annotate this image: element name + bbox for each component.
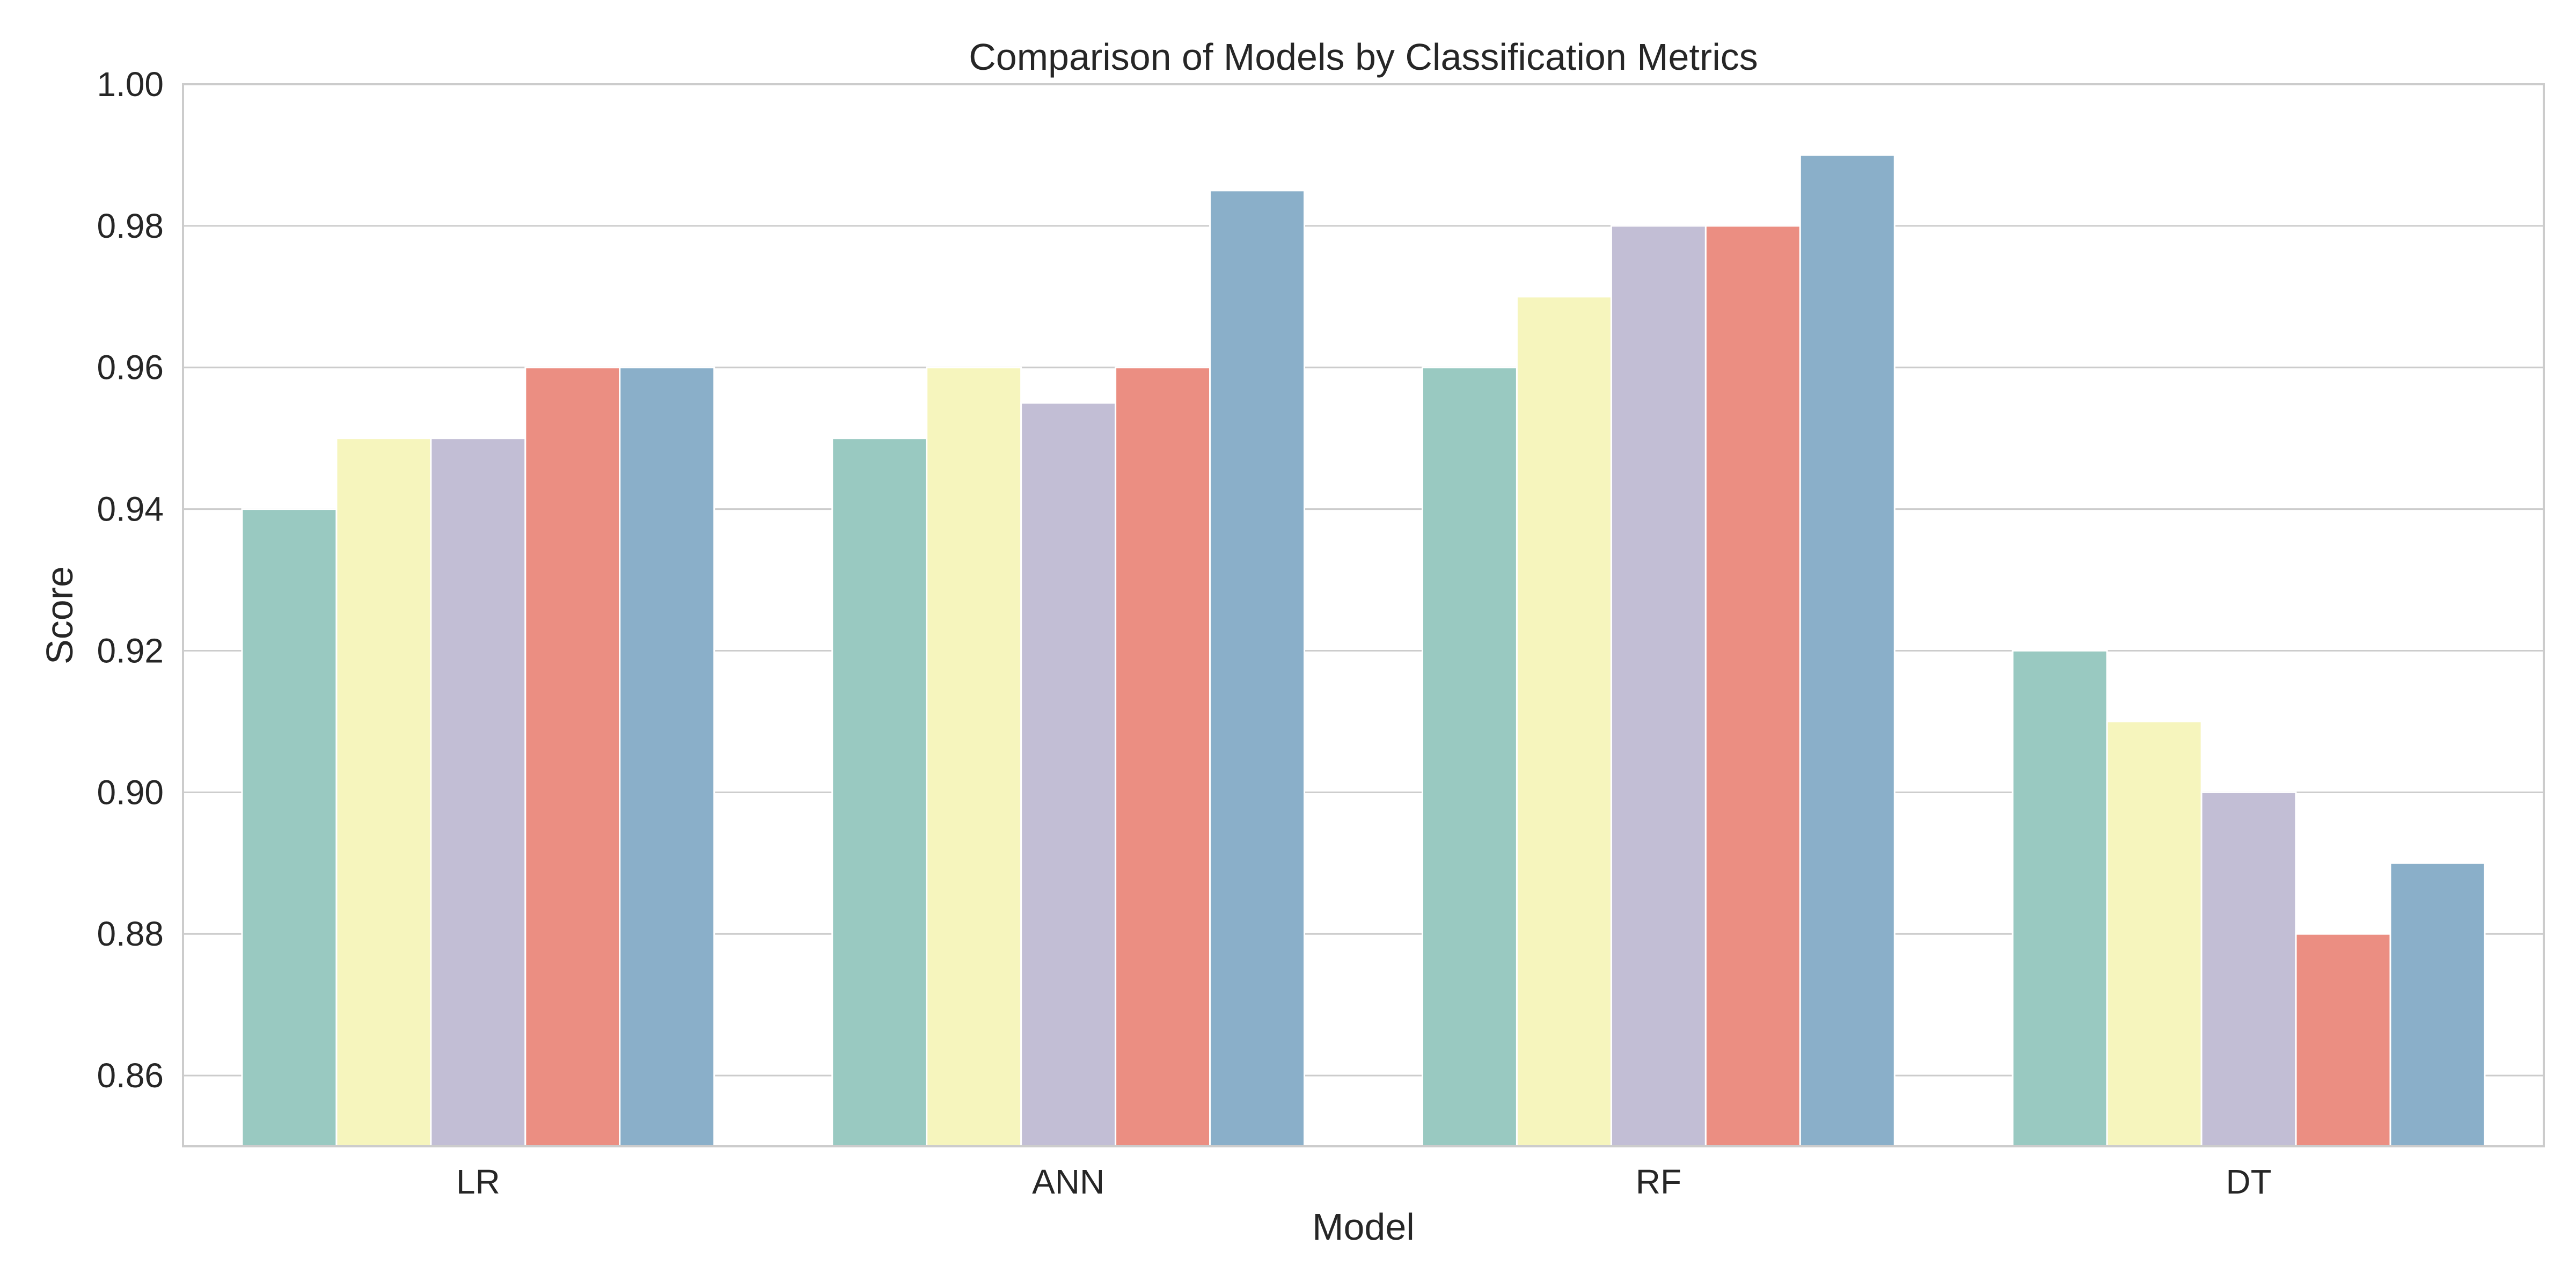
chart-title: Comparison of Models by Classification M…: [969, 36, 1758, 78]
y-tick-label: 0.94: [97, 490, 164, 529]
y-tick-label: 0.86: [97, 1056, 164, 1095]
bar-dt-3: [2200, 791, 2297, 1147]
bar-dt-1: [2011, 649, 2108, 1147]
y-tick-label: 0.96: [97, 348, 164, 387]
bar-ann-2: [926, 367, 1022, 1147]
x-tick-labels: LR ANN RF DT: [456, 1162, 2272, 1201]
bar-lr-3: [430, 437, 526, 1147]
bar-rf-3: [1610, 225, 1707, 1147]
y-tick-label: 1.00: [97, 65, 164, 104]
y-tick-label: 0.88: [97, 914, 164, 953]
bar-rf-1: [1421, 367, 1518, 1147]
bar-rf-2: [1516, 296, 1612, 1147]
bar-lr-2: [335, 437, 432, 1147]
bar-lr-4: [524, 367, 621, 1147]
bar-ann-1: [831, 437, 928, 1147]
bar-dt-5: [2389, 862, 2486, 1147]
bar-dt-2: [2106, 720, 2202, 1147]
bar-dt-4: [2295, 933, 2391, 1147]
bar-ann-3: [1020, 402, 1117, 1147]
x-tick-label: DT: [2226, 1162, 2271, 1201]
x-tick-label: ANN: [1032, 1162, 1104, 1201]
x-axis-label: Model: [1312, 1206, 1415, 1248]
bar-lr-5: [619, 367, 715, 1147]
bar-ann-4: [1115, 367, 1211, 1147]
y-axis-label: Score: [39, 566, 80, 664]
y-tick-label: 0.90: [97, 773, 164, 811]
y-tick-label: 0.98: [97, 207, 164, 245]
bar-rf-5: [1799, 154, 1896, 1147]
bars: [241, 154, 2486, 1147]
y-tick-labels: 0.86 0.88 0.90 0.92 0.94 0.96 0.98 1.00: [97, 65, 164, 1095]
bar-lr-1: [241, 508, 338, 1147]
bar-ann-5: [1209, 189, 1306, 1147]
y-tick-label: 0.92: [97, 631, 164, 670]
x-tick-label: RF: [1636, 1162, 1681, 1201]
x-tick-label: LR: [456, 1162, 500, 1201]
plot-frame: [182, 83, 2545, 1147]
bar-rf-4: [1704, 225, 1801, 1147]
